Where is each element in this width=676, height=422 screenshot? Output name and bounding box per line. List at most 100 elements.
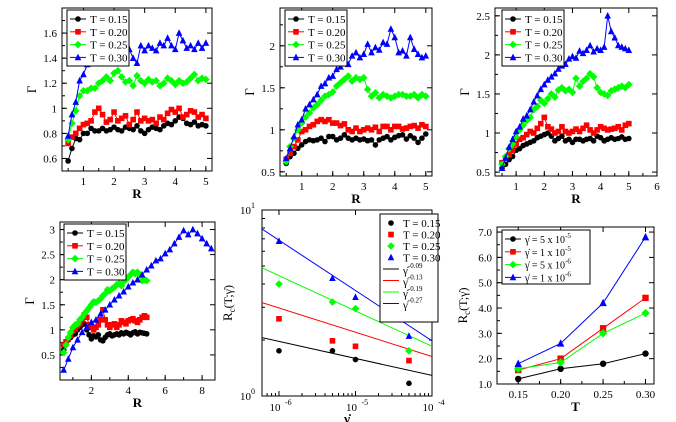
data-point — [607, 27, 615, 35]
data-point — [317, 96, 325, 105]
plot-frame — [496, 226, 655, 385]
y-axis-label: Γ — [457, 88, 472, 96]
data-point — [80, 130, 87, 137]
data-point — [84, 130, 91, 137]
data-point — [614, 83, 623, 92]
data-point — [294, 126, 302, 134]
data-point — [498, 164, 506, 171]
panel-6: 0.15 0.20 0.25 0.30 1.0 2.0 3.0 4.0 5.0 6.0 7.0 T Rc… — [455, 226, 656, 414]
data-point — [520, 134, 526, 141]
data-point — [526, 113, 535, 122]
legend-label: T = 0.30 — [403, 253, 441, 265]
data-point — [329, 274, 336, 281]
data-point — [84, 120, 91, 127]
data-point — [599, 360, 607, 367]
x-tick-label: 2 — [542, 181, 548, 193]
data-point — [282, 154, 290, 162]
data-point — [569, 128, 576, 135]
data-point — [137, 41, 145, 49]
y-tick-label: 0.8 — [43, 128, 57, 140]
data-point — [114, 66, 122, 75]
data-point — [141, 46, 148, 54]
data-point — [337, 135, 344, 141]
data-point — [548, 126, 555, 132]
data-point — [533, 102, 542, 111]
data-point — [523, 112, 530, 119]
data-point — [352, 343, 359, 350]
data-point — [622, 44, 629, 52]
plot-area — [262, 228, 432, 387]
data-point — [208, 244, 215, 252]
data-point — [603, 91, 612, 100]
y-tick-label: 1 — [50, 325, 56, 337]
data-point — [310, 121, 317, 128]
data-point — [133, 268, 142, 276]
data-point — [91, 84, 99, 93]
data-point — [502, 154, 509, 161]
data-point — [68, 110, 76, 118]
y-tick-label: 0.5 — [41, 350, 55, 362]
data-point — [203, 239, 210, 247]
data-point — [134, 123, 140, 129]
data-point — [123, 321, 129, 327]
y-axis-label: Γ — [22, 297, 37, 305]
data-point — [371, 89, 380, 97]
data-point — [586, 41, 594, 49]
data-point — [419, 121, 425, 128]
data-point — [111, 321, 118, 327]
data-point — [360, 127, 367, 133]
panel-2: 1 2 3 4 5 0.5 1 1.5 2 R Γ T = 0.15T = 0.20T = 0.25T… — [242, 7, 433, 206]
legend-marker — [293, 29, 299, 35]
data-point — [171, 45, 179, 53]
x-tick-label: 4 — [392, 181, 398, 193]
data-point — [191, 119, 198, 125]
data-point — [119, 277, 128, 286]
legend: γ̇ = 5 x 10-5γ̇ = 1 x 10-5γ̇ = 5 x 10-6γ… — [501, 229, 591, 285]
data-point — [290, 132, 298, 140]
data-point — [368, 48, 375, 56]
data-point — [275, 237, 283, 244]
x-tick-label: 4 — [598, 181, 604, 193]
legend-label: T = 0.20 — [87, 241, 125, 253]
data-point — [318, 135, 324, 141]
data-point — [202, 75, 210, 84]
data-point — [141, 130, 148, 137]
data-point — [199, 111, 205, 118]
data-point — [559, 123, 565, 130]
data-point — [97, 317, 104, 323]
plot-area — [282, 25, 430, 167]
data-point — [395, 123, 402, 130]
data-point — [186, 74, 195, 83]
x-tick-label: 4 — [173, 176, 179, 188]
data-point — [143, 265, 151, 273]
data-point — [157, 254, 164, 262]
legend-label: T = 0.20 — [308, 27, 346, 39]
data-point — [134, 275, 141, 283]
data-point — [329, 347, 336, 354]
data-point — [509, 135, 516, 143]
legend-label: T = 0.30 — [90, 52, 128, 64]
data-point — [348, 52, 356, 59]
data-point — [120, 287, 127, 295]
data-point — [176, 105, 182, 112]
data-point — [587, 127, 593, 133]
data-point — [593, 83, 601, 92]
data-point — [160, 116, 167, 123]
data-point — [166, 245, 174, 253]
data-point — [164, 34, 171, 41]
x-tick-label: 10 — [423, 402, 435, 414]
data-point — [101, 305, 109, 313]
x-tick-label: 6 — [654, 181, 660, 193]
fit-line — [262, 302, 432, 358]
data-point — [341, 132, 348, 138]
data-point — [566, 130, 572, 136]
y-tick-label: 10 — [240, 205, 252, 217]
data-point — [133, 71, 141, 80]
legend-label: T = 0.15 — [308, 14, 346, 26]
data-point — [326, 133, 332, 140]
legend-marker — [509, 53, 517, 61]
data-point — [129, 268, 137, 276]
legend-marker — [75, 16, 81, 22]
data-point — [83, 323, 91, 331]
